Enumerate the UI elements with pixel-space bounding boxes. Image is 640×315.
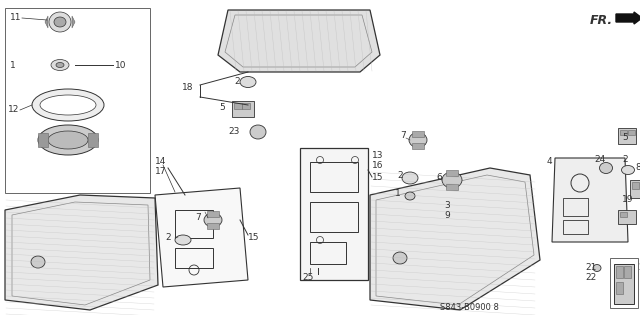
Bar: [175, 210, 213, 238]
Polygon shape: [552, 158, 628, 242]
Polygon shape: [155, 188, 248, 287]
Text: 14: 14: [155, 158, 166, 167]
Text: 8: 8: [635, 163, 640, 173]
Text: 4: 4: [547, 158, 552, 167]
Ellipse shape: [600, 163, 612, 174]
Bar: [620, 212, 627, 217]
Text: 1: 1: [10, 60, 16, 70]
Ellipse shape: [204, 213, 222, 227]
Bar: [412, 131, 424, 137]
Polygon shape: [45, 16, 48, 28]
Text: 1: 1: [395, 188, 401, 198]
Bar: [175, 248, 213, 268]
Bar: [242, 103, 250, 109]
Ellipse shape: [54, 17, 66, 27]
Bar: [5, 8, 150, 193]
Ellipse shape: [593, 265, 601, 272]
Text: 2: 2: [165, 232, 171, 242]
Ellipse shape: [38, 125, 98, 155]
Bar: [630, 180, 640, 198]
Text: 13: 13: [372, 151, 383, 159]
Bar: [628, 130, 635, 135]
Polygon shape: [72, 16, 75, 28]
Bar: [614, 264, 634, 304]
Ellipse shape: [240, 77, 256, 88]
Text: 2: 2: [397, 170, 403, 180]
Ellipse shape: [402, 172, 418, 184]
Text: 17: 17: [155, 168, 166, 176]
Text: 22: 22: [585, 273, 596, 283]
Text: 24: 24: [594, 156, 605, 164]
Text: 7: 7: [195, 214, 201, 222]
Bar: [310, 202, 358, 232]
Ellipse shape: [40, 95, 96, 115]
Polygon shape: [5, 195, 158, 310]
Ellipse shape: [48, 131, 88, 149]
Ellipse shape: [49, 12, 71, 32]
Bar: [632, 182, 639, 189]
Ellipse shape: [32, 89, 104, 121]
Bar: [207, 223, 219, 229]
Text: 15: 15: [248, 232, 259, 242]
Bar: [618, 210, 636, 224]
Text: 5: 5: [219, 104, 225, 112]
Polygon shape: [370, 168, 540, 310]
Ellipse shape: [621, 165, 634, 175]
Bar: [446, 184, 458, 190]
Ellipse shape: [51, 60, 69, 71]
Bar: [563, 220, 588, 234]
Text: 5: 5: [622, 134, 628, 142]
Text: 20: 20: [638, 264, 640, 272]
Text: FR.: FR.: [590, 14, 613, 26]
Bar: [234, 103, 242, 109]
Ellipse shape: [405, 192, 415, 200]
Text: 18: 18: [182, 83, 193, 91]
Bar: [446, 170, 458, 176]
Text: 9: 9: [444, 210, 450, 220]
Bar: [624, 266, 631, 278]
Text: 2: 2: [234, 77, 239, 87]
Ellipse shape: [175, 235, 191, 245]
Bar: [616, 282, 623, 294]
Text: 16: 16: [372, 161, 383, 169]
Ellipse shape: [250, 125, 266, 139]
FancyArrow shape: [616, 12, 640, 24]
Text: 11: 11: [10, 14, 22, 22]
Text: 23: 23: [228, 128, 239, 136]
Text: 12: 12: [8, 106, 19, 114]
Ellipse shape: [56, 62, 64, 67]
Text: 3: 3: [444, 201, 450, 209]
Text: 10: 10: [115, 60, 127, 70]
Bar: [563, 198, 588, 216]
Text: 15: 15: [372, 174, 383, 182]
Bar: [618, 128, 636, 144]
Bar: [620, 130, 627, 135]
Bar: [610, 258, 638, 308]
Polygon shape: [300, 148, 368, 280]
Bar: [207, 211, 219, 217]
Bar: [310, 242, 346, 264]
Ellipse shape: [393, 252, 407, 264]
Bar: [232, 101, 254, 117]
Bar: [616, 266, 623, 278]
Text: 7: 7: [400, 130, 406, 140]
Text: 6: 6: [436, 174, 442, 182]
Text: 25: 25: [302, 272, 314, 282]
Bar: [38, 133, 48, 147]
Bar: [88, 133, 98, 147]
Text: 19: 19: [622, 196, 634, 204]
Ellipse shape: [409, 133, 427, 147]
Bar: [412, 143, 424, 149]
Polygon shape: [218, 10, 380, 72]
Text: 2: 2: [622, 156, 628, 164]
Ellipse shape: [31, 256, 45, 268]
Text: 21: 21: [585, 264, 596, 272]
Ellipse shape: [442, 172, 462, 188]
Text: S843-B0900 8: S843-B0900 8: [440, 303, 499, 312]
Bar: [310, 162, 358, 192]
